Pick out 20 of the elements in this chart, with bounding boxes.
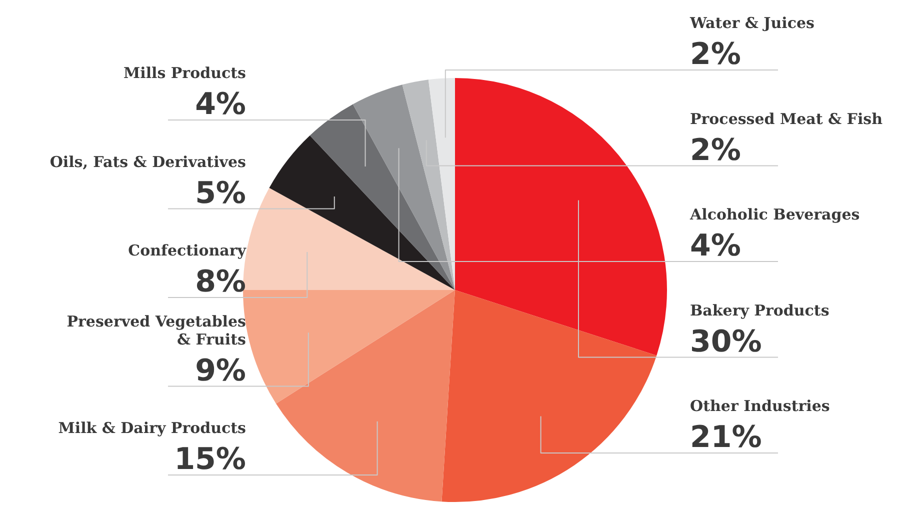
data-label: 2% [690, 132, 741, 168]
data-label: 15% [174, 442, 246, 477]
slice-label: Preserved Vegetables & Fruits [66, 312, 246, 348]
data-label: 30% [690, 324, 762, 360]
slice-label: Oils, Fats & Derivatives [50, 152, 246, 171]
slice-label: Mills Products [124, 64, 246, 82]
data-label: 8% [195, 264, 246, 300]
slice-label: Alcoholic Beverages [689, 206, 860, 224]
slice-label: Water & Juices [689, 14, 814, 32]
slice-label: Confectionary [128, 242, 248, 260]
slice-label: Bakery Products [690, 301, 830, 320]
data-label: 5% [195, 176, 246, 211]
data-label: 9% [195, 353, 246, 388]
slice-label: Processed Meat & Fish [690, 110, 883, 128]
data-label: 4% [690, 228, 741, 264]
slice-label: Milk & Dairy Products [58, 419, 246, 437]
data-label: 2% [690, 37, 741, 72]
data-label: 4% [195, 87, 246, 122]
slice-label: Other Industries [690, 397, 830, 415]
data-label: 21% [690, 420, 762, 455]
